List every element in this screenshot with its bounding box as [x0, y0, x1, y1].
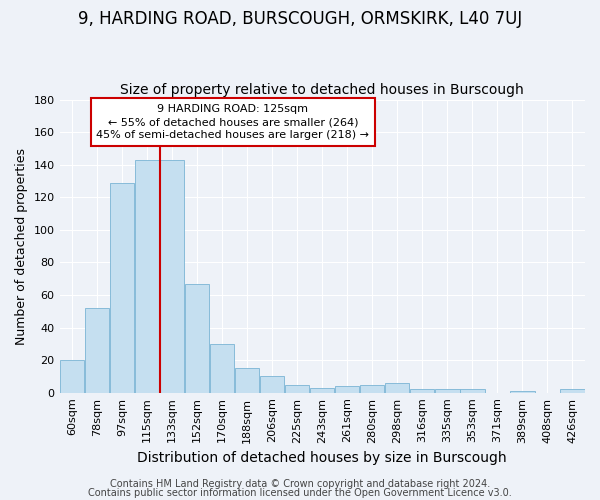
- Bar: [60, 360, 84, 392]
- Bar: [385, 383, 409, 392]
- Bar: [511, 391, 535, 392]
- Text: Contains public sector information licensed under the Open Government Licence v3: Contains public sector information licen…: [88, 488, 512, 498]
- Bar: [110, 182, 134, 392]
- Bar: [335, 386, 359, 392]
- Bar: [235, 368, 259, 392]
- X-axis label: Distribution of detached houses by size in Burscough: Distribution of detached houses by size …: [137, 451, 507, 465]
- Title: Size of property relative to detached houses in Burscough: Size of property relative to detached ho…: [121, 83, 524, 97]
- Bar: [210, 344, 235, 393]
- Bar: [560, 390, 584, 392]
- Bar: [435, 390, 460, 392]
- Bar: [260, 376, 284, 392]
- Bar: [310, 388, 334, 392]
- Bar: [135, 160, 159, 392]
- Text: Contains HM Land Registry data © Crown copyright and database right 2024.: Contains HM Land Registry data © Crown c…: [110, 479, 490, 489]
- Bar: [410, 390, 434, 392]
- Bar: [460, 390, 485, 392]
- Text: 9 HARDING ROAD: 125sqm
← 55% of detached houses are smaller (264)
45% of semi-de: 9 HARDING ROAD: 125sqm ← 55% of detached…: [97, 104, 370, 141]
- Bar: [160, 160, 184, 392]
- Bar: [85, 308, 109, 392]
- Text: 9, HARDING ROAD, BURSCOUGH, ORMSKIRK, L40 7UJ: 9, HARDING ROAD, BURSCOUGH, ORMSKIRK, L4…: [78, 10, 522, 28]
- Bar: [185, 284, 209, 393]
- Y-axis label: Number of detached properties: Number of detached properties: [15, 148, 28, 344]
- Bar: [285, 384, 310, 392]
- Bar: [360, 384, 385, 392]
